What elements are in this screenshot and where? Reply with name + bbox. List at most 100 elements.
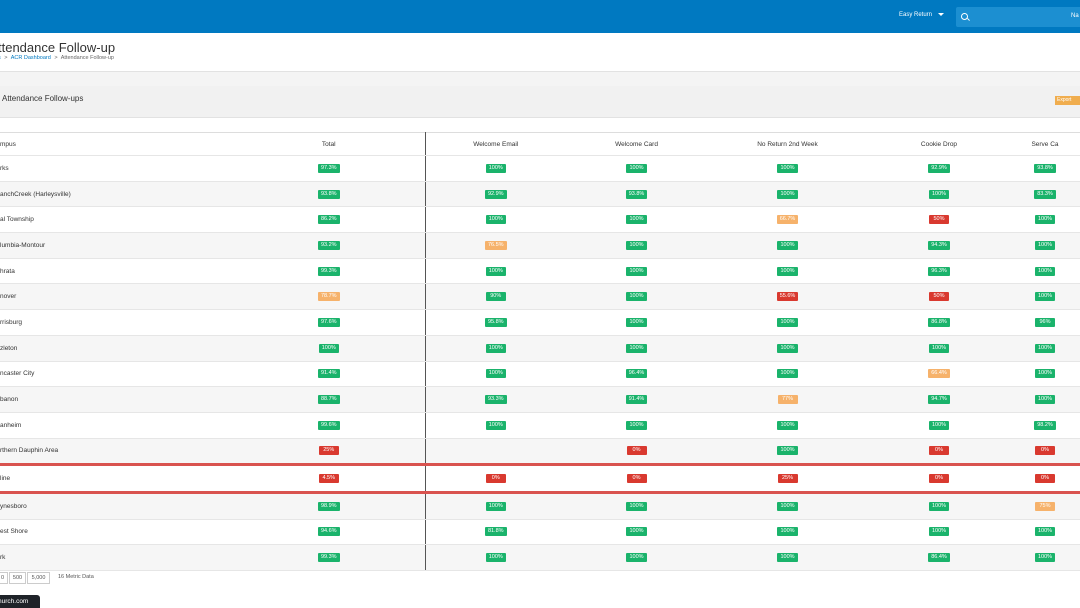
metric-cell: 100%: [425, 258, 566, 285]
percent-badge: 100%: [485, 266, 506, 276]
metric-cell: 100%: [1010, 544, 1080, 571]
easy-return-dropdown-label: Easy Return: [899, 12, 933, 18]
metric-cell: 100%: [425, 206, 566, 234]
page-size-option[interactable]: 0: [0, 572, 8, 584]
metric-cell: 100%: [707, 258, 868, 285]
metric-cell: 100%: [707, 181, 868, 208]
metric-cell: 95.8%: [425, 309, 566, 336]
column-header-welcome-email[interactable]: Welcome Email: [425, 132, 566, 156]
percent-badge: 0%: [929, 446, 949, 456]
table-row[interactable]: rthern Dauphin Area 25% 0% 100% 0% 0%: [0, 438, 1080, 466]
table-row[interactable]: anheim 99.6% 100% 100% 100% 100% 98.2%: [0, 412, 1080, 439]
percent-badge: 100%: [626, 163, 647, 173]
percent-badge: 100%: [626, 343, 647, 353]
metric-cell: 92.9%: [868, 155, 1010, 182]
percent-badge: 100%: [626, 317, 647, 327]
grid-record-count: 16 Metric Data: [58, 574, 94, 580]
metric-cell: 100%: [566, 309, 707, 336]
breadcrumb-current: Attendance Follow-up: [60, 55, 114, 61]
table-row[interactable]: rks 97.3% 100% 100% 100% 92.9% 93.8%: [0, 155, 1080, 182]
percent-badge: 25%: [777, 474, 798, 484]
percent-badge: 100%: [777, 343, 798, 353]
metric-cell: 100%: [1010, 335, 1080, 362]
table-row[interactable]: line 4.5% 0% 0% 25% 0% 0%: [0, 463, 1080, 494]
percent-badge: 100%: [777, 266, 798, 276]
metric-cell: 90%: [425, 283, 566, 311]
percent-badge: 100%: [777, 527, 798, 537]
table-row[interactable]: est Shore 94.6% 81.8% 100% 100% 100% 100%: [0, 519, 1080, 546]
table-row[interactable]: rk 99.3% 100% 100% 100% 86.4% 100%: [0, 544, 1080, 571]
percent-badge: 94.6%: [317, 527, 340, 537]
percent-badge: 100%: [928, 420, 950, 430]
percent-badge: 100%: [777, 501, 798, 511]
percent-badge: 100%: [1034, 292, 1056, 302]
percent-badge: 100%: [1034, 527, 1056, 537]
percent-badge: 77%: [777, 395, 798, 405]
percent-badge: 0%: [626, 474, 647, 484]
percent-badge: 100%: [1034, 553, 1056, 563]
metric-cell: 100%: [425, 492, 566, 520]
column-header-serve-card[interactable]: Serve Ca: [1010, 132, 1080, 156]
page-size-option[interactable]: 500: [9, 572, 26, 584]
table-row[interactable]: ncaster City 91.4% 100% 96.4% 100% 66.4% 100%: [0, 361, 1080, 388]
column-header-no-return-2nd-week[interactable]: No Return 2nd Week: [707, 132, 868, 156]
metric-cell: 77%: [707, 386, 868, 413]
breadcrumb-link-home[interactable]: s: [0, 55, 1, 61]
metric-cell: 100%: [1010, 519, 1080, 546]
metric-cell: 66.7%: [707, 206, 868, 234]
attendance-grid: mpus Total Welcome Email Welcome Card No…: [0, 132, 1080, 571]
percent-badge: 100%: [626, 215, 647, 225]
percent-badge: 66.7%: [776, 215, 799, 225]
metric-cell: 100%: [425, 155, 566, 182]
metric-cell: 100%: [707, 361, 868, 388]
breadcrumb-link-acr-dashboard[interactable]: ACR Dashboard: [10, 55, 51, 61]
campus-name: anheim: [0, 412, 233, 439]
metric-cell: 100%: [425, 544, 566, 571]
metric-cell: 98.2%: [1010, 412, 1080, 439]
page-header: ttendance Follow-up s > ACR Dashboard > …: [0, 33, 1080, 72]
percent-badge: 100%: [928, 501, 950, 511]
percent-badge: 100%: [777, 240, 798, 250]
search-input[interactable]: Na: [956, 7, 1080, 27]
export-button[interactable]: Export: [1055, 96, 1080, 105]
metric-cell: 100%: [707, 155, 868, 182]
campus-name: nover: [0, 283, 233, 311]
table-row[interactable]: zleton 100% 100% 100% 100% 100% 100%: [0, 335, 1080, 362]
page-size-option[interactable]: 5,000: [27, 572, 50, 584]
table-row[interactable]: banon 88.7% 93.3% 91.4% 77% 94.7% 100%: [0, 386, 1080, 413]
metric-cell: 96.4%: [566, 361, 707, 388]
total-cell: 99.6%: [233, 412, 426, 439]
table-row[interactable]: anchCreek (Harleysville) 93.8% 92.9% 93.8% 1…: [0, 181, 1080, 208]
percent-badge: 98.9%: [317, 501, 340, 511]
metric-cell: 76.5%: [425, 232, 566, 259]
metric-cell: 100%: [566, 335, 707, 362]
percent-badge: 100%: [626, 240, 647, 250]
metric-cell: 100%: [566, 258, 707, 285]
percent-badge: 96%: [1035, 317, 1055, 327]
percent-badge: 100%: [777, 369, 798, 379]
table-row[interactable]: al Township 86.2% 100% 100% 66.7% 50% 100%: [0, 206, 1080, 234]
table-row[interactable]: hrata 99.3% 100% 100% 100% 96.3% 100%: [0, 258, 1080, 285]
column-header-total[interactable]: Total: [233, 132, 426, 156]
percent-badge: 100%: [626, 553, 647, 563]
percent-badge: 100%: [485, 369, 506, 379]
table-row[interactable]: ynesboro 98.9% 100% 100% 100% 100% 75%: [0, 492, 1080, 520]
column-header-welcome-card[interactable]: Welcome Card: [566, 132, 707, 156]
percent-badge: 88.7%: [317, 395, 340, 405]
metric-cell: 100%: [425, 361, 566, 388]
metric-cell: 100%: [868, 519, 1010, 546]
table-row[interactable]: lumbia-Montour 93.2% 76.5% 100% 100% 94.3% 100…: [0, 232, 1080, 259]
easy-return-dropdown[interactable]: Easy Return: [899, 12, 945, 18]
column-header-cookie-drop[interactable]: Cookie Drop: [868, 132, 1010, 156]
metric-cell: 93.8%: [1010, 155, 1080, 182]
table-row[interactable]: rrisburg 97.6% 95.8% 100% 100% 86.8% 96%: [0, 309, 1080, 336]
metric-cell: 100%: [1010, 361, 1080, 388]
total-cell: 78.7%: [233, 283, 426, 311]
percent-badge: 0%: [485, 474, 506, 484]
metric-cell: 100%: [1010, 258, 1080, 285]
table-row[interactable]: nover 78.7% 90% 100% 55.6% 50% 100%: [0, 283, 1080, 311]
column-header-campus[interactable]: mpus: [0, 132, 233, 156]
percent-badge: 100%: [777, 446, 798, 456]
campus-name: ynesboro: [0, 492, 233, 520]
metric-cell: 100%: [425, 412, 566, 439]
